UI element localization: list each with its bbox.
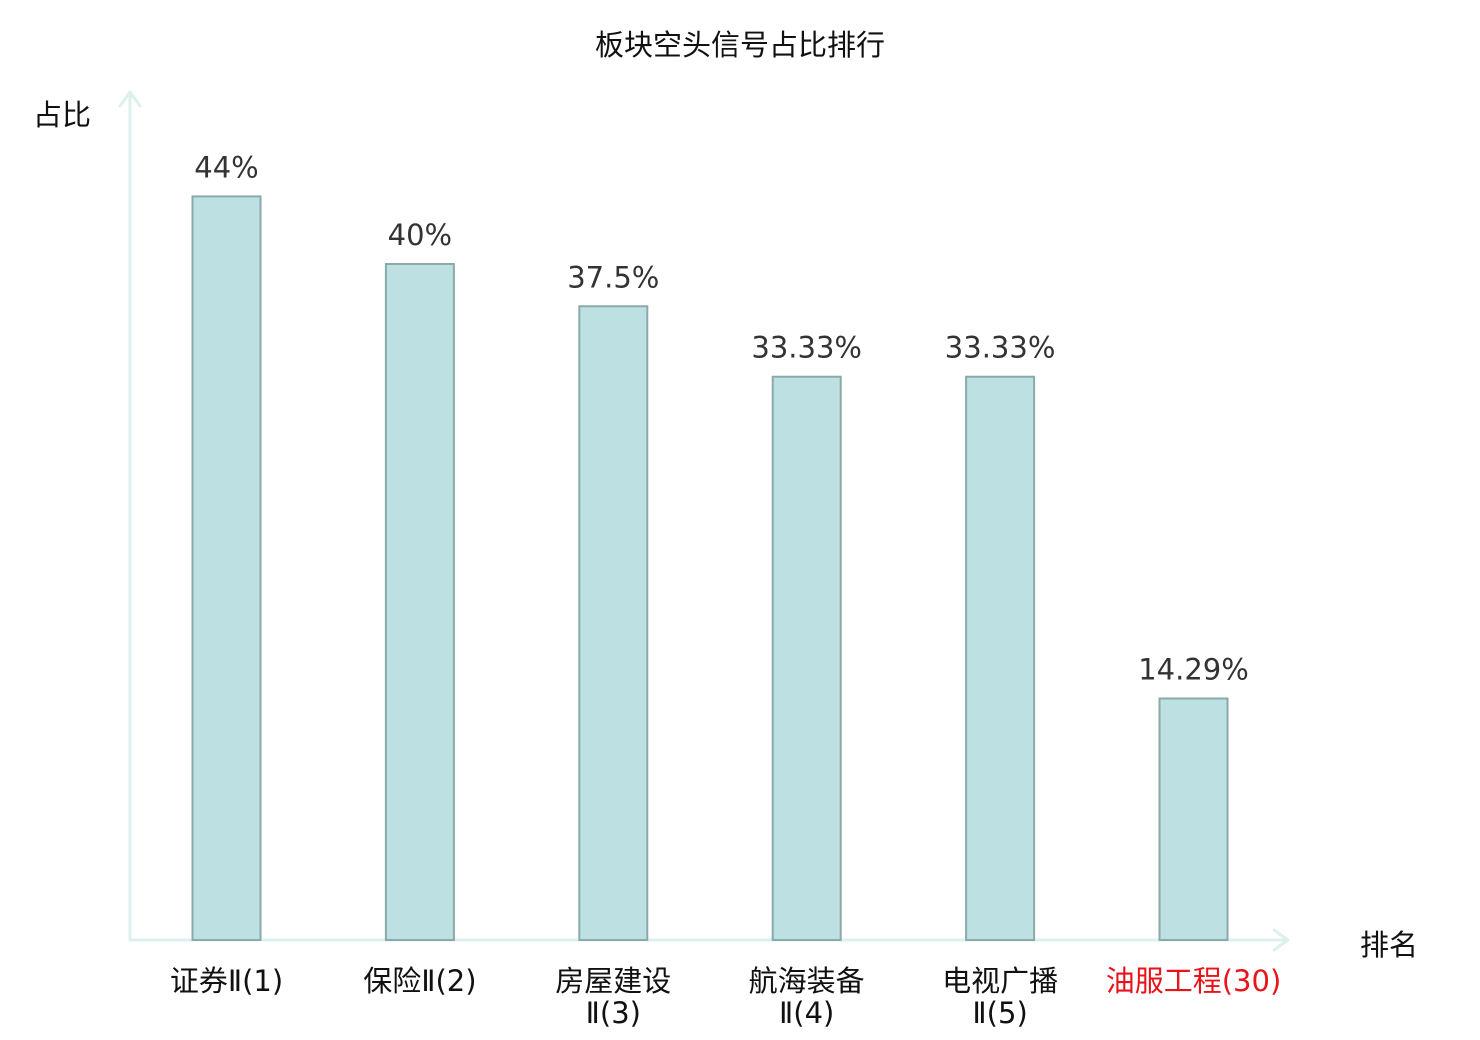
x-tick-label-line1: 保险Ⅱ(2) [363,964,477,998]
x-axis-arrowhead [1272,928,1290,952]
data-label-1: 44% [194,150,258,184]
x-tick-label-5: 电视广播 Ⅱ(5) [900,965,1100,1029]
bar-6 [1158,697,1229,942]
bar-3 [578,305,649,941]
data-label-5: 33.33% [945,331,1056,365]
y-axis-arrowhead [118,90,142,108]
bar-4 [771,375,842,941]
x-tick-label-2: 保险Ⅱ(2) [320,965,520,997]
x-tick-label-1: 证券Ⅱ(1) [127,965,327,997]
y-axis-label: 占比 [33,98,92,132]
x-tick-label-line1: 电视广播 [942,964,1059,998]
x-tick-label-4: 航海装备 Ⅱ(4) [707,965,907,1029]
bar-2 [384,263,455,941]
bar-1 [191,195,262,941]
chart-title: 板块空头信号占比排行 [594,28,885,62]
x-axis-label: 排名 [1360,928,1419,962]
x-tick-label-line1: 证券Ⅱ(1) [169,964,284,998]
data-label-3: 37.5% [567,260,659,294]
data-label-6: 14.29% [1138,652,1249,686]
x-tick-label-3: 房屋建设 Ⅱ(3) [513,965,713,1029]
x-tick-label-line1: 航海装备 [748,964,865,998]
x-tick-label-6: 油服工程(30) [1094,965,1294,997]
bar-5 [965,375,1036,941]
x-tick-label-line2: Ⅱ(5) [972,996,1028,1030]
x-tick-label-line1: 房屋建设 [555,964,672,998]
data-label-2: 40% [388,218,452,252]
x-tick-label-line1: 油服工程(30) [1105,964,1282,998]
data-label-4: 33.33% [751,331,862,365]
x-tick-label-line2: Ⅱ(4) [779,996,835,1030]
x-tick-label-line2: Ⅱ(3) [585,996,641,1030]
